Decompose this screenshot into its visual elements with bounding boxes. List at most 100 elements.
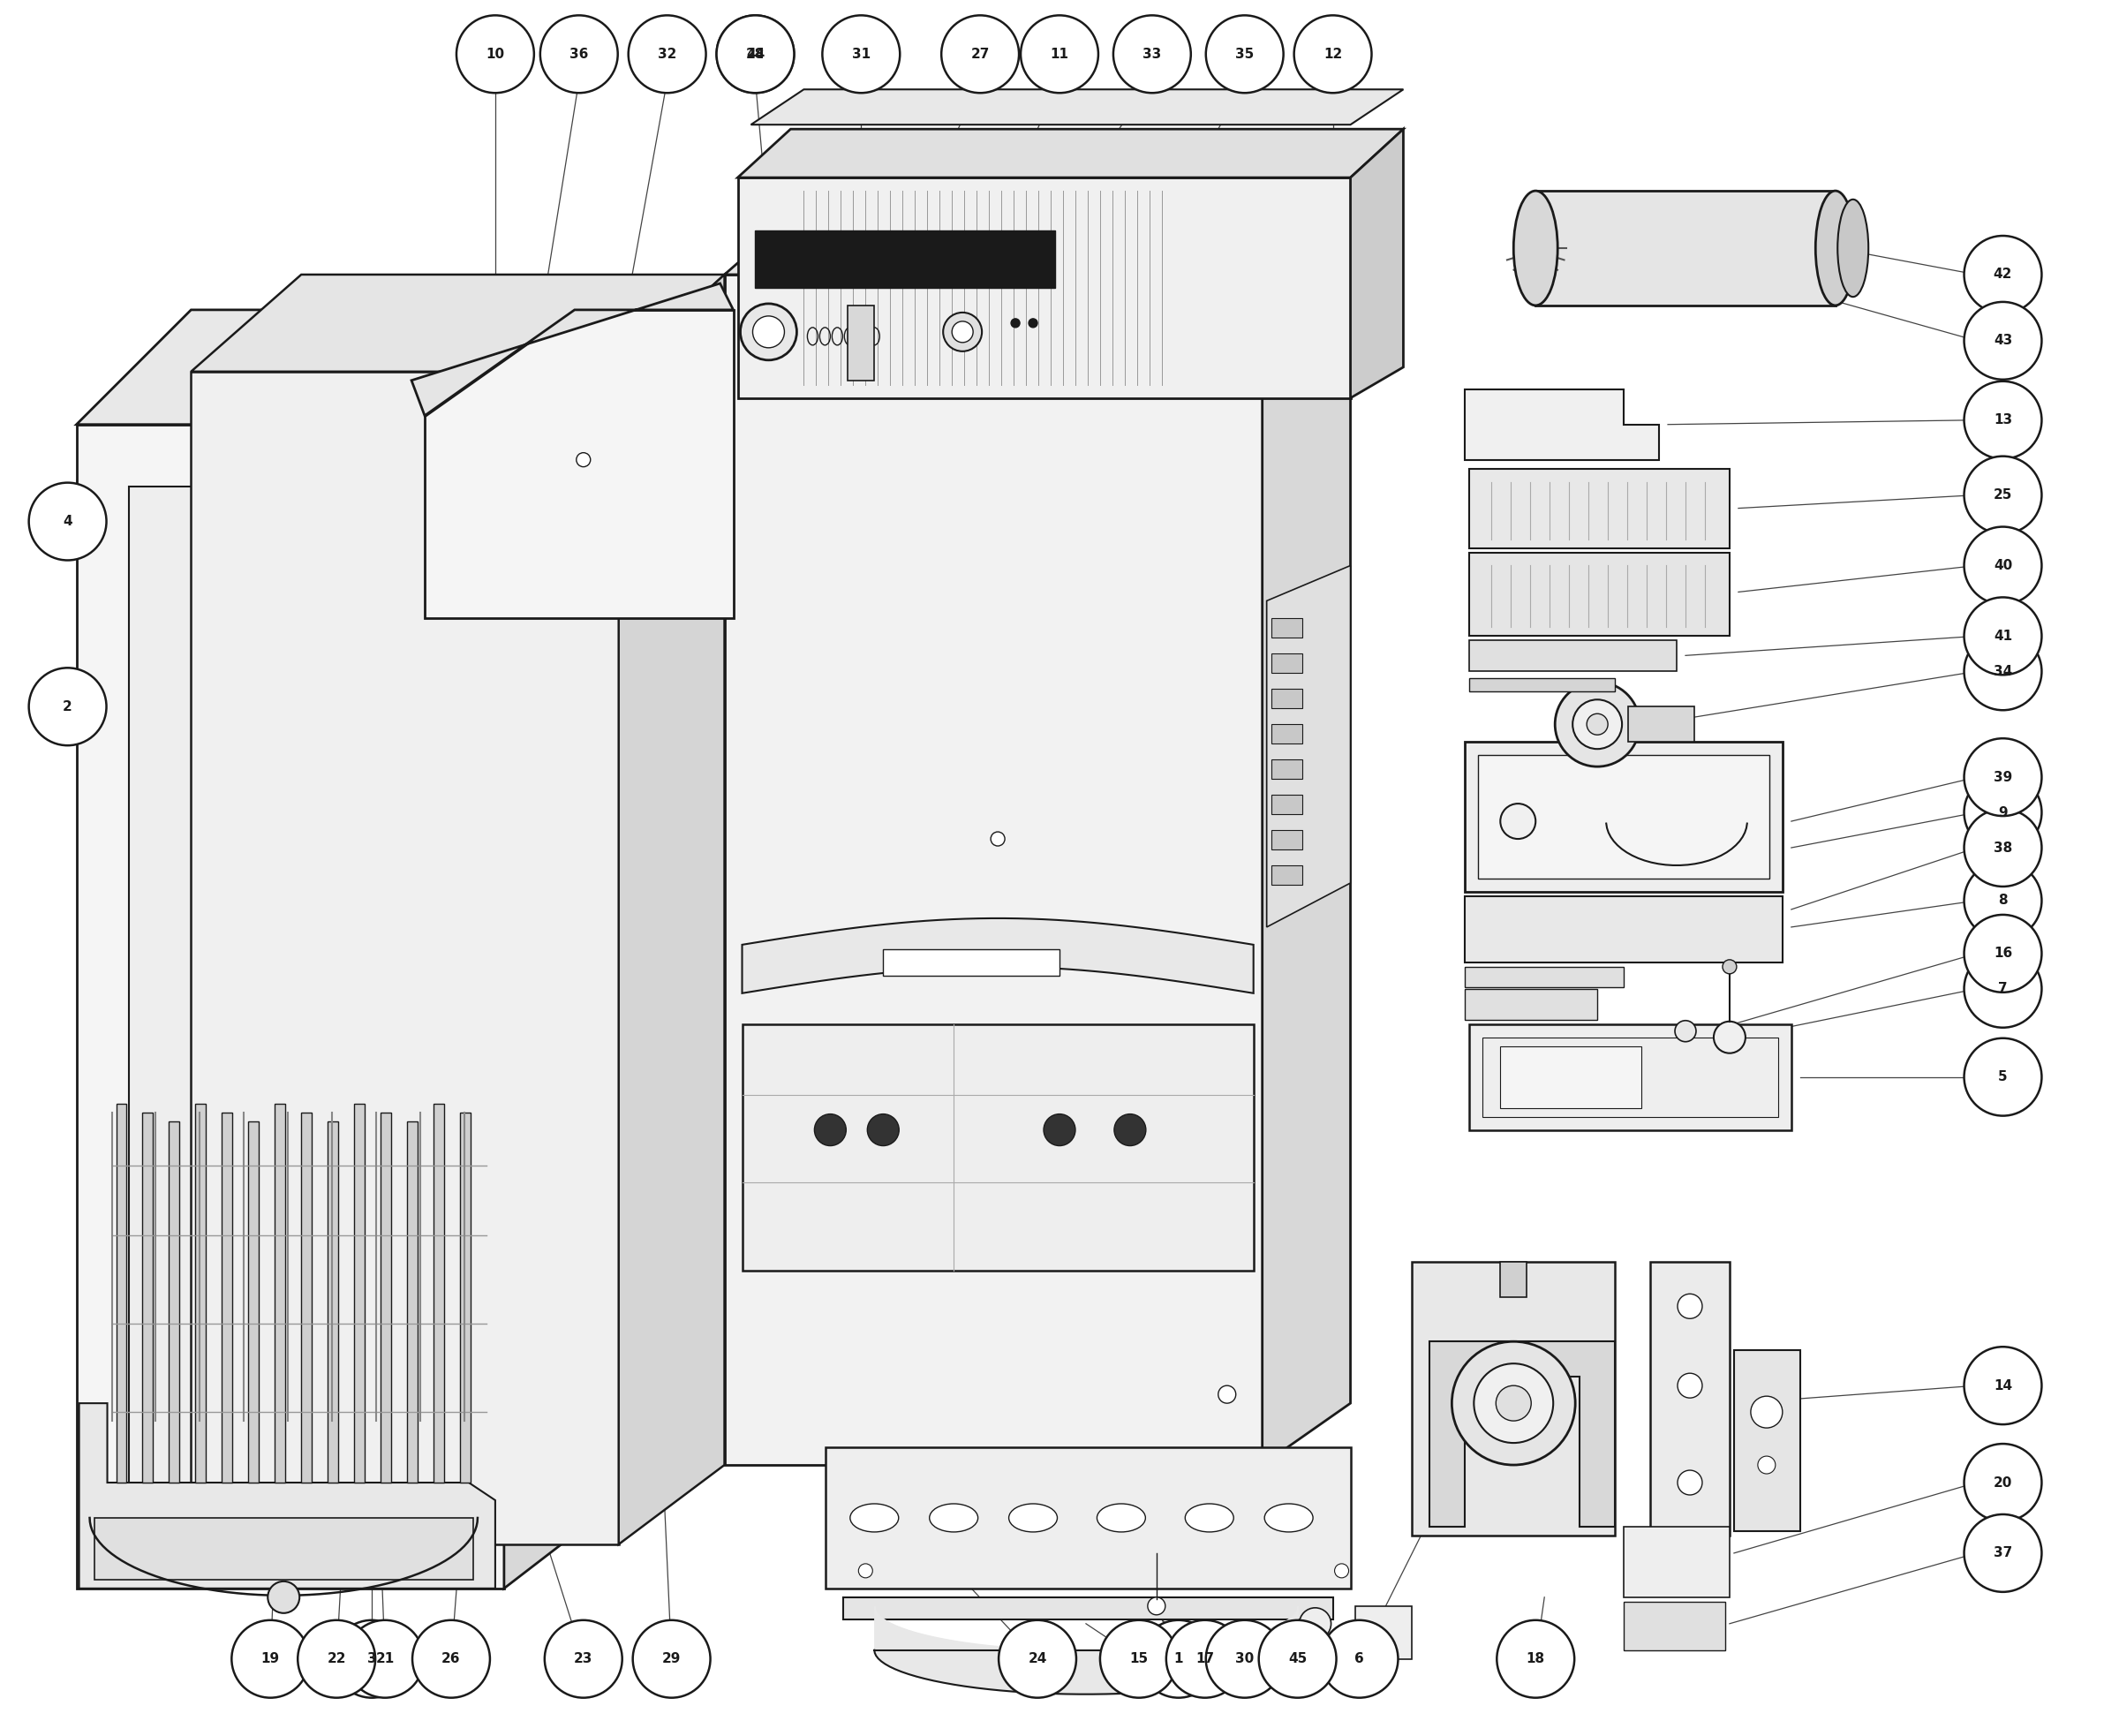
Circle shape: [1259, 1620, 1337, 1698]
Circle shape: [943, 312, 981, 351]
Circle shape: [1206, 16, 1284, 94]
Circle shape: [716, 16, 795, 94]
Polygon shape: [1411, 1262, 1615, 1536]
Polygon shape: [407, 1121, 417, 1483]
Circle shape: [1759, 1457, 1776, 1474]
Circle shape: [716, 16, 795, 94]
Ellipse shape: [930, 1503, 979, 1531]
Circle shape: [1320, 1620, 1399, 1698]
Polygon shape: [222, 1113, 233, 1483]
Circle shape: [1475, 1363, 1553, 1443]
Circle shape: [1964, 382, 2043, 458]
Bar: [1500, 1047, 1642, 1108]
Circle shape: [1572, 700, 1621, 748]
Polygon shape: [411, 283, 733, 415]
Circle shape: [1964, 526, 2043, 604]
Text: 37: 37: [1994, 1547, 2013, 1559]
Bar: [1271, 865, 1301, 885]
Polygon shape: [1263, 214, 1350, 1465]
Text: 15: 15: [1129, 1653, 1148, 1665]
Polygon shape: [848, 306, 875, 380]
Circle shape: [299, 1620, 375, 1698]
Circle shape: [1045, 1115, 1074, 1146]
Polygon shape: [1464, 741, 1782, 892]
Circle shape: [413, 1620, 489, 1698]
Circle shape: [30, 668, 106, 745]
Polygon shape: [275, 1104, 286, 1483]
Polygon shape: [129, 486, 451, 1517]
Polygon shape: [1468, 641, 1676, 672]
Polygon shape: [117, 1104, 127, 1483]
Bar: [1271, 654, 1301, 674]
Text: 16: 16: [1994, 946, 2013, 960]
Polygon shape: [170, 1121, 180, 1483]
Text: 28: 28: [746, 47, 765, 61]
Polygon shape: [1267, 566, 1350, 927]
Text: 35: 35: [1235, 47, 1254, 61]
Circle shape: [1218, 1385, 1235, 1403]
Circle shape: [629, 16, 706, 94]
Circle shape: [1964, 774, 2043, 851]
Text: 2: 2: [64, 700, 72, 713]
Ellipse shape: [1513, 191, 1557, 306]
Text: 21: 21: [375, 1653, 394, 1665]
Bar: [1271, 830, 1301, 849]
Text: 8: 8: [1998, 894, 2007, 908]
Circle shape: [456, 16, 534, 94]
Text: 41: 41: [1994, 630, 2013, 642]
Circle shape: [345, 1620, 424, 1698]
Text: 23: 23: [574, 1653, 593, 1665]
Bar: [1271, 760, 1301, 779]
Text: 26: 26: [441, 1653, 460, 1665]
Text: 10: 10: [485, 47, 504, 61]
Text: 27: 27: [971, 47, 990, 61]
Text: 42: 42: [1994, 267, 2013, 281]
Circle shape: [1674, 1021, 1695, 1042]
Text: 9: 9: [1998, 806, 2007, 819]
Polygon shape: [191, 372, 619, 1545]
Polygon shape: [191, 274, 725, 372]
Circle shape: [1555, 682, 1640, 767]
Text: 29: 29: [661, 1653, 680, 1665]
Circle shape: [1964, 1038, 2043, 1116]
Circle shape: [1964, 809, 2043, 887]
Circle shape: [992, 832, 1004, 845]
Circle shape: [1165, 1620, 1244, 1698]
Polygon shape: [93, 1517, 473, 1580]
Circle shape: [1964, 950, 2043, 1028]
Bar: [1500, 1262, 1528, 1297]
Circle shape: [1112, 16, 1191, 94]
Circle shape: [1011, 319, 1019, 328]
Circle shape: [740, 304, 797, 359]
Circle shape: [941, 16, 1019, 94]
Circle shape: [1964, 236, 2043, 314]
Text: 32: 32: [657, 47, 676, 61]
Bar: [754, 231, 1055, 288]
Polygon shape: [843, 1597, 1333, 1620]
Polygon shape: [1651, 1262, 1729, 1536]
Polygon shape: [1468, 469, 1729, 549]
Circle shape: [1678, 1293, 1702, 1319]
Text: 12: 12: [1324, 47, 1341, 61]
Polygon shape: [460, 1113, 470, 1483]
Text: 45: 45: [1288, 1653, 1307, 1665]
Ellipse shape: [1098, 1503, 1146, 1531]
Text: 20: 20: [1994, 1476, 2013, 1489]
Circle shape: [1500, 804, 1536, 838]
Bar: [1271, 689, 1301, 708]
Text: 33: 33: [1142, 47, 1161, 61]
Polygon shape: [1627, 707, 1695, 741]
Ellipse shape: [1265, 1503, 1314, 1531]
Polygon shape: [434, 1104, 445, 1483]
Bar: [1271, 724, 1301, 743]
Text: 18: 18: [1526, 1653, 1545, 1665]
Circle shape: [1295, 16, 1371, 94]
Ellipse shape: [850, 1503, 898, 1531]
Circle shape: [1723, 960, 1738, 974]
Polygon shape: [1468, 1024, 1791, 1130]
Polygon shape: [1468, 679, 1615, 691]
Text: 36: 36: [570, 47, 589, 61]
Text: 14: 14: [1994, 1378, 2013, 1392]
Text: 25: 25: [1994, 488, 2013, 502]
Polygon shape: [1464, 389, 1659, 460]
